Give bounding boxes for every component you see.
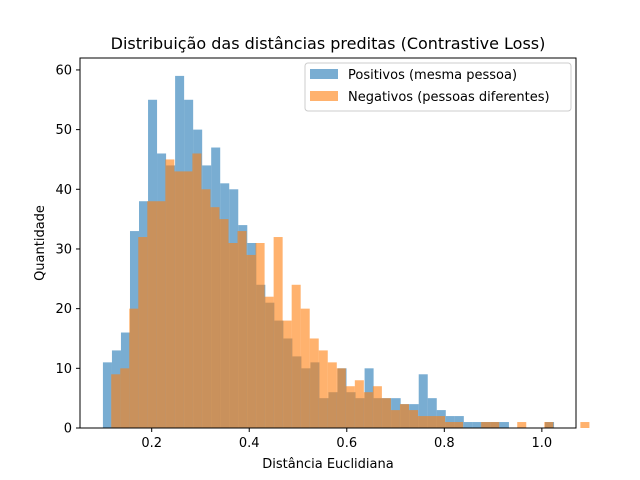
bar-negativos-34 bbox=[417, 416, 428, 428]
bar-negativos-26 bbox=[345, 386, 355, 428]
bar-negativos-22 bbox=[309, 338, 319, 428]
bar-positivos-44 bbox=[499, 422, 509, 428]
bar-negativos-1 bbox=[120, 368, 130, 428]
bar-negativos-27 bbox=[354, 380, 364, 428]
bar-negativos-2 bbox=[129, 308, 139, 428]
x-axis-title: Distância Euclidiana bbox=[262, 457, 393, 472]
legend-swatch-positivos bbox=[310, 69, 338, 79]
legend-box bbox=[304, 62, 572, 112]
bar-negativos-41 bbox=[481, 422, 491, 428]
y-tick-label: 20 bbox=[55, 302, 72, 317]
bar-negativos-14 bbox=[237, 231, 247, 428]
bar-negativos-21 bbox=[300, 308, 310, 428]
bar-negativos-18 bbox=[273, 237, 283, 428]
x-axis: 0.2 0.4 0.6 0.8 1.0 bbox=[141, 428, 552, 451]
legend: Positivos (mesma pessoa) Negativos (pess… bbox=[304, 62, 572, 112]
y-axis: 0 10 20 30 40 50 60 bbox=[55, 63, 80, 437]
bar-negativos-3 bbox=[138, 237, 148, 428]
bar-negativos-19 bbox=[282, 320, 292, 428]
bar-negativos-4 bbox=[147, 201, 157, 428]
bar-negativos-35 bbox=[427, 416, 437, 428]
legend-swatch-negativos bbox=[310, 91, 338, 101]
bar-positivos-0 bbox=[102, 362, 112, 428]
chart-title: Distribuição das distâncias preditas (Co… bbox=[111, 34, 546, 53]
bar-negativos-52 bbox=[580, 422, 590, 428]
bar-negativos-0 bbox=[111, 374, 121, 428]
bar-negativos-45 bbox=[517, 422, 527, 428]
bar-negativos-12 bbox=[219, 219, 229, 428]
bar-negativos-33 bbox=[408, 410, 418, 428]
bar-negativos-28 bbox=[363, 392, 373, 428]
y-tick-label: 50 bbox=[55, 123, 72, 138]
bar-negativos-10 bbox=[201, 189, 211, 428]
x-tick-label: 0.4 bbox=[239, 436, 260, 451]
bar-negativos-37 bbox=[445, 422, 455, 428]
bar-negativos-9 bbox=[192, 153, 202, 428]
y-tick-label: 60 bbox=[55, 63, 72, 78]
bar-negativos-17 bbox=[264, 296, 274, 428]
bar-negativos-48 bbox=[544, 422, 554, 428]
bar-negativos-32 bbox=[399, 404, 409, 428]
bars-layer bbox=[102, 75, 590, 429]
bar-negativos-29 bbox=[372, 386, 382, 428]
y-tick-label: 40 bbox=[55, 183, 72, 198]
bar-positivos-35 bbox=[418, 374, 428, 428]
legend-label-negativos: Negativos (pessoas diferentes) bbox=[348, 90, 550, 105]
x-tick-label: 0.8 bbox=[434, 436, 455, 451]
bar-negativos-5 bbox=[156, 201, 166, 428]
bar-negativos-31 bbox=[390, 410, 400, 428]
y-tick-label: 10 bbox=[55, 362, 72, 377]
bar-negativos-42 bbox=[490, 422, 500, 428]
legend-label-positivos: Positivos (mesma pessoa) bbox=[348, 68, 517, 83]
bar-negativos-20 bbox=[291, 284, 301, 428]
bar-negativos-6 bbox=[165, 159, 175, 429]
bar-positivos-41 bbox=[472, 422, 482, 428]
bar-negativos-24 bbox=[327, 362, 337, 428]
bar-negativos-7 bbox=[174, 171, 184, 429]
bar-negativos-38 bbox=[454, 422, 464, 428]
bar-negativos-11 bbox=[210, 207, 220, 428]
bar-negativos-36 bbox=[436, 416, 446, 428]
bar-positivos-36 bbox=[427, 398, 437, 428]
bar-negativos-23 bbox=[318, 350, 328, 428]
plot-frame bbox=[79, 57, 577, 429]
bar-negativos-16 bbox=[255, 243, 265, 428]
x-tick-label: 1.0 bbox=[532, 436, 553, 451]
y-axis-title: Quantidade bbox=[33, 205, 48, 281]
bar-negativos-25 bbox=[336, 368, 346, 428]
x-tick-label: 0.6 bbox=[336, 436, 357, 451]
bar-negativos-30 bbox=[381, 398, 391, 428]
x-tick-label: 0.2 bbox=[141, 436, 162, 451]
bar-negativos-15 bbox=[246, 254, 256, 428]
bar-negativos-8 bbox=[183, 171, 193, 429]
y-tick-label: 30 bbox=[55, 242, 72, 257]
bar-positivos-40 bbox=[463, 422, 473, 428]
bar-negativos-13 bbox=[228, 243, 238, 428]
y-tick-label: 0 bbox=[64, 422, 72, 437]
